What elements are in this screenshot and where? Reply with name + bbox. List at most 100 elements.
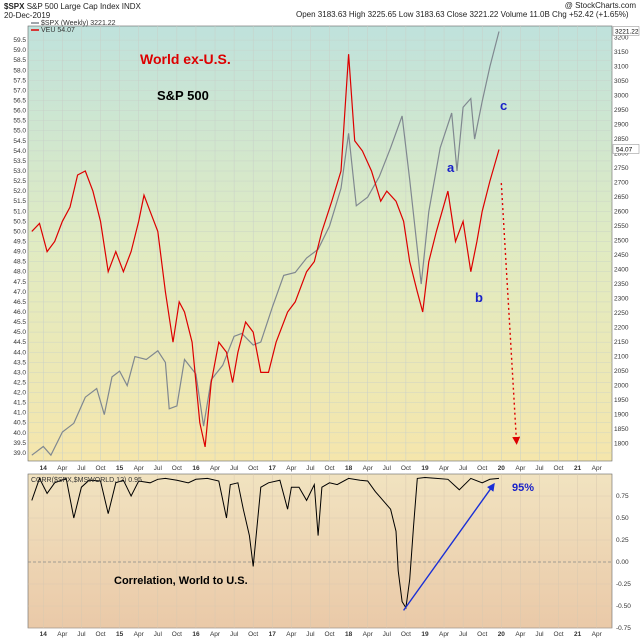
wave-c-label: c <box>500 98 507 113</box>
x-tick-label-corr: Apr <box>592 631 603 638</box>
x-tick-label: 18 <box>345 465 353 472</box>
corr-panel-title: CORR($SPX,$MSWORLD,12) 0.95 <box>31 477 142 484</box>
x-tick-label: Oct <box>248 465 258 472</box>
x-tick-label: 20 <box>498 465 506 472</box>
corr-tick-label: -0.50 <box>616 603 631 610</box>
x-tick-label: 15 <box>116 465 124 472</box>
y-left-tick-label: 39.0 <box>13 450 26 457</box>
y-right-tick-label: 2650 <box>614 194 629 201</box>
x-tick-label: Jul <box>77 465 86 472</box>
x-tick-label-corr: Jul <box>459 631 468 638</box>
correlation-pct-label: 95% <box>512 482 534 494</box>
corr-panel-bg <box>27 473 613 629</box>
axis-tick-labels: 14 14 Apr Apr Jul Jul Oct Oct 15 15 Apr Apr Jul Jul Oc… <box>13 26 640 638</box>
x-tick-label-corr: Oct <box>95 631 105 638</box>
x-tick-label: 17 <box>269 465 277 472</box>
y-right-tick-label: 3050 <box>614 78 629 85</box>
x-tick-label-corr: Oct <box>477 631 487 638</box>
y-left-tick-label: 57.5 <box>13 77 26 84</box>
y-left-tick-label: 44.0 <box>13 349 26 356</box>
x-tick-label-corr: 21 <box>574 631 582 638</box>
projection-arrow <box>500 183 521 445</box>
y-left-tick-label: 59.5 <box>13 37 26 44</box>
x-tick-label-corr: Jul <box>383 631 392 638</box>
header-symbol: $SPX <box>4 2 25 11</box>
corr-tick-label: 0.25 <box>616 537 629 544</box>
y-left-tick-label: 52.0 <box>13 188 26 195</box>
x-tick-label-corr: Apr <box>515 631 526 638</box>
x-tick-label-corr: 17 <box>269 631 277 638</box>
x-tick-label-corr: Apr <box>439 631 450 638</box>
x-tick-label-corr: 14 <box>40 631 48 638</box>
spx-last-tag <box>612 26 640 36</box>
x-tick-label-corr: Oct <box>248 631 258 638</box>
y-left-tick-label: 44.5 <box>13 339 26 346</box>
y-left-tick-label: 59.0 <box>13 47 26 54</box>
y-right-tick-label: 2350 <box>614 281 629 288</box>
main-panel-bg <box>27 25 613 462</box>
x-tick-label-corr: Apr <box>134 631 145 638</box>
y-right-tick-label: 1850 <box>614 426 629 433</box>
y-left-tick-label: 45.0 <box>13 329 26 336</box>
y-right-tick-label: 2250 <box>614 310 629 317</box>
x-tick-label-corr: Oct <box>401 631 411 638</box>
legend-veu-label: VEU 54.07 <box>41 27 75 34</box>
header-date: 20-Dec-2019 <box>4 11 51 20</box>
y-left-tick-label: 49.0 <box>13 249 26 256</box>
x-tick-label: Apr <box>592 465 603 472</box>
x-tick-label: Jul <box>535 465 544 472</box>
y-right-tick-label: 1950 <box>614 397 629 404</box>
x-tick-label-corr: Jul <box>535 631 544 638</box>
y-left-tick-label: 51.5 <box>13 198 26 205</box>
series-lines <box>31 31 521 611</box>
x-tick-label-corr: Oct <box>172 631 182 638</box>
y-right-tick-label: 3000 <box>614 93 629 100</box>
y-right-tick-label: 2600 <box>614 209 629 216</box>
x-tick-label-corr: Jul <box>306 631 315 638</box>
y-left-tick-label: 56.5 <box>13 98 26 105</box>
y-left-tick-label: 42.0 <box>13 390 26 397</box>
y-left-tick-label: 47.5 <box>13 279 26 286</box>
x-tick-label: Oct <box>324 465 334 472</box>
x-tick-label: Apr <box>286 465 297 472</box>
y-left-tick-label: 53.5 <box>13 158 26 165</box>
veu-last-label: 54.07 <box>616 146 633 153</box>
x-tick-label: Jul <box>230 465 239 472</box>
y-right-tick-label: 2550 <box>614 223 629 230</box>
y-right-tick-label: 2100 <box>614 354 629 361</box>
spx-series-line <box>31 31 500 457</box>
x-tick-label-corr: Apr <box>363 631 374 638</box>
x-tick-label-corr: 16 <box>192 631 200 638</box>
y-left-tick-label: 49.5 <box>13 238 26 245</box>
x-tick-label-corr: Apr <box>286 631 297 638</box>
wave-a-label: a <box>447 160 455 175</box>
corr-tick-label: -0.25 <box>616 581 631 588</box>
y-left-tick-label: 46.0 <box>13 309 26 316</box>
y-right-tick-label: 2200 <box>614 325 629 332</box>
y-left-tick-label: 41.5 <box>13 400 26 407</box>
y-left-tick-label: 57.0 <box>13 87 26 94</box>
x-tick-label: Oct <box>401 465 411 472</box>
y-right-tick-label: 2300 <box>614 296 629 303</box>
x-tick-label-corr: 15 <box>116 631 124 638</box>
y-right-tick-label: 3200 <box>614 35 629 42</box>
y-left-tick-label: 52.5 <box>13 178 26 185</box>
x-tick-label: Jul <box>383 465 392 472</box>
veu-last-tag <box>612 144 640 154</box>
y-left-tick-label: 54.5 <box>13 138 26 145</box>
y-right-tick-label: 2450 <box>614 252 629 259</box>
x-tick-label: Apr <box>134 465 145 472</box>
y-right-tick-label: 2150 <box>614 339 629 346</box>
header-exchange: INDX <box>121 2 141 11</box>
y-left-tick-label: 55.0 <box>13 128 26 135</box>
x-tick-label-corr: Jul <box>154 631 163 638</box>
y-left-tick-label: 54.0 <box>13 148 26 155</box>
y-left-tick-label: 50.5 <box>13 218 26 225</box>
y-left-tick-label: 47.0 <box>13 289 26 296</box>
corr-series-line <box>31 476 500 610</box>
y-left-tick-label: 50.0 <box>13 228 26 235</box>
x-tick-label-corr: 18 <box>345 631 353 638</box>
y-left-tick-label: 48.0 <box>13 269 26 276</box>
y-right-tick-label: 3150 <box>614 49 629 56</box>
